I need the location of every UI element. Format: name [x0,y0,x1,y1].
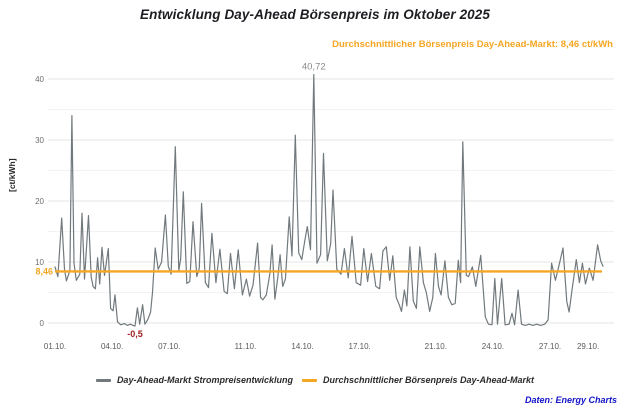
x-tick-label: 17.10. [349,342,371,351]
x-tick-label: 27.10. [539,342,561,351]
legend-label-price-series: Day-Ahead-Markt Strompreisentwicklung [116,375,293,385]
x-tick-label: 11.10. [235,342,257,351]
max-value-label: 40,72 [302,62,326,73]
page-title: Entwicklung Day-Ahead Börsenpreis im Okt… [140,7,490,22]
x-tick-label: 21.10. [425,342,447,351]
y-tick-label: 40 [35,75,44,84]
y-tick-label: 10 [35,258,44,267]
y-tick-label: 0 [40,319,45,328]
average-value-label: 8,46 [35,266,53,276]
x-tick-label: 01.10. [44,342,66,351]
x-tick-label: 07.10. [158,342,180,351]
legend-item-average-series: Durchschnittlicher Börsenpreis Day-Ahead… [301,375,535,385]
source-credit: Daten: Energy Charts [524,395,617,405]
x-tick-label: 29.10. [577,342,599,351]
average-price-annotation: Durchschnittlicher Börsenpreis Day-Ahead… [332,39,613,50]
x-tick-label: 04.10. [101,342,123,351]
legend-item-price-series: Day-Ahead-Markt Strompreisentwicklung [95,375,293,385]
y-tick-label: 20 [35,197,44,206]
min-value-label: -0,5 [127,329,143,339]
x-tick-label: 24.10. [482,342,504,351]
legend: Day-Ahead-Markt Strompreisentwicklung Du… [0,373,630,387]
price-line [54,73,604,327]
x-tick-label: 14.10. [291,342,313,351]
y-tick-label: 30 [35,136,44,145]
average-line-swatch [301,378,317,382]
price-line-swatch [95,378,111,382]
legend-label-average-series: Durchschnittlicher Börsenpreis Day-Ahead… [322,375,535,385]
